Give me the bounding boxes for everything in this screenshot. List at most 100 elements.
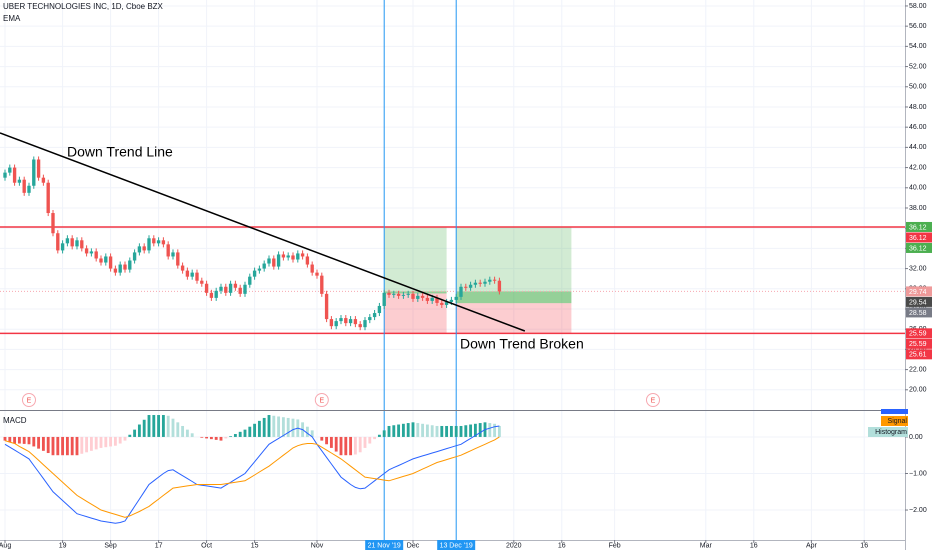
signal-line: [4, 436, 500, 518]
candle-body: [377, 305, 382, 314]
y-tick-label: 56.00: [909, 23, 927, 30]
x-tick-label: 2020: [506, 542, 522, 549]
price-label: 36.12: [909, 224, 927, 231]
histogram-bar: [109, 436, 113, 447]
histogram-bar: [344, 436, 348, 456]
price-label: 28.58: [909, 310, 927, 317]
histogram-bar: [70, 436, 74, 456]
histogram-bar: [229, 436, 233, 437]
histogram-bar: [363, 436, 367, 448]
histogram-bar: [133, 429, 137, 437]
histogram-bar: [46, 436, 50, 454]
y-tick-label: 32.00: [909, 265, 927, 272]
candle-body: [372, 313, 377, 318]
candle-body: [291, 255, 295, 260]
candle-body: [416, 295, 420, 299]
candle-body: [224, 286, 228, 293]
histogram-bar: [243, 429, 247, 437]
histogram-bar: [392, 425, 396, 437]
earnings-marker: [21, 393, 36, 407]
histogram-bar: [262, 417, 266, 437]
histogram-bar: [349, 436, 353, 456]
candle-body: [12, 167, 17, 183]
candle-body: [353, 319, 358, 325]
histogram-bar: [353, 436, 357, 455]
candle-body: [132, 252, 137, 261]
candle-body: [219, 286, 223, 291]
candle-body: [22, 179, 26, 193]
candle-body: [281, 254, 286, 258]
candle-body: [70, 238, 74, 247]
stop-zone: [456, 303, 572, 334]
legend-label: Signal: [888, 418, 908, 425]
open-pnl: [384, 291, 447, 294]
candle-body: [156, 240, 161, 244]
candle-body: [440, 302, 444, 305]
price-label: 25.59: [909, 331, 927, 338]
candle-body: [204, 283, 209, 293]
candle-body: [430, 297, 434, 301]
y-tick-label: −1.00: [909, 470, 927, 477]
y-tick-label: 42.00: [909, 164, 927, 171]
histogram-bar: [286, 417, 290, 437]
candle-body: [89, 251, 94, 254]
candle-body: [344, 318, 348, 324]
histogram-bar: [137, 424, 141, 437]
candle-body: [305, 256, 310, 265]
histogram-bar: [61, 436, 65, 456]
candle-body: [488, 279, 492, 282]
legend-label: Histogram: [875, 429, 907, 436]
histogram-bar: [80, 436, 84, 454]
histogram-bar: [128, 434, 132, 437]
candle-body: [65, 238, 70, 244]
candle-body: [36, 159, 41, 178]
y-tick-label: 0.00: [909, 434, 923, 441]
candle-body: [99, 258, 103, 263]
price-label-bg: [906, 307, 932, 318]
histogram-bar: [152, 415, 156, 437]
annotation: Down Trend Broken: [460, 336, 584, 352]
candle-body: [363, 320, 367, 328]
legend-bg: [881, 416, 908, 426]
candle-body: [420, 295, 425, 298]
histogram-bar: [37, 436, 41, 449]
histogram-bar: [488, 423, 492, 437]
candle-body: [118, 264, 122, 273]
histogram-bar: [310, 430, 314, 437]
legend-bg: [868, 427, 908, 437]
trend-line: [0, 132, 526, 332]
candle-body: [84, 248, 89, 254]
histogram-bar: [464, 425, 468, 437]
candle-body: [166, 244, 170, 257]
candle-body: [296, 253, 300, 260]
histogram-bar: [41, 436, 45, 451]
histogram-bar: [425, 424, 429, 437]
histogram-bar: [373, 436, 377, 440]
date-marker-label-bg: [365, 540, 404, 550]
candle-body: [368, 317, 372, 321]
candle-body: [464, 286, 468, 288]
candle-body: [113, 268, 118, 273]
y-tick-label: 58.00: [909, 3, 927, 10]
x-tick-label: 16: [750, 542, 758, 549]
histogram-bar: [449, 425, 453, 437]
candle-body: [425, 297, 430, 301]
histogram-bar: [13, 436, 17, 444]
candle-body: [468, 284, 473, 288]
candle-body: [123, 264, 127, 270]
histogram-bar: [147, 415, 151, 437]
candle-body: [137, 246, 142, 253]
candle-body: [411, 293, 415, 299]
candle-body: [435, 297, 439, 303]
y-tick-label: 40.00: [909, 185, 927, 192]
candle-body: [176, 252, 180, 266]
histogram-bar: [224, 436, 228, 439]
histogram-bar: [113, 436, 117, 446]
candle-body: [27, 185, 31, 193]
price-axis: [905, 0, 932, 550]
macd-line: [4, 425, 500, 524]
candle-body: [267, 258, 271, 264]
price-label-bg: [906, 328, 932, 339]
